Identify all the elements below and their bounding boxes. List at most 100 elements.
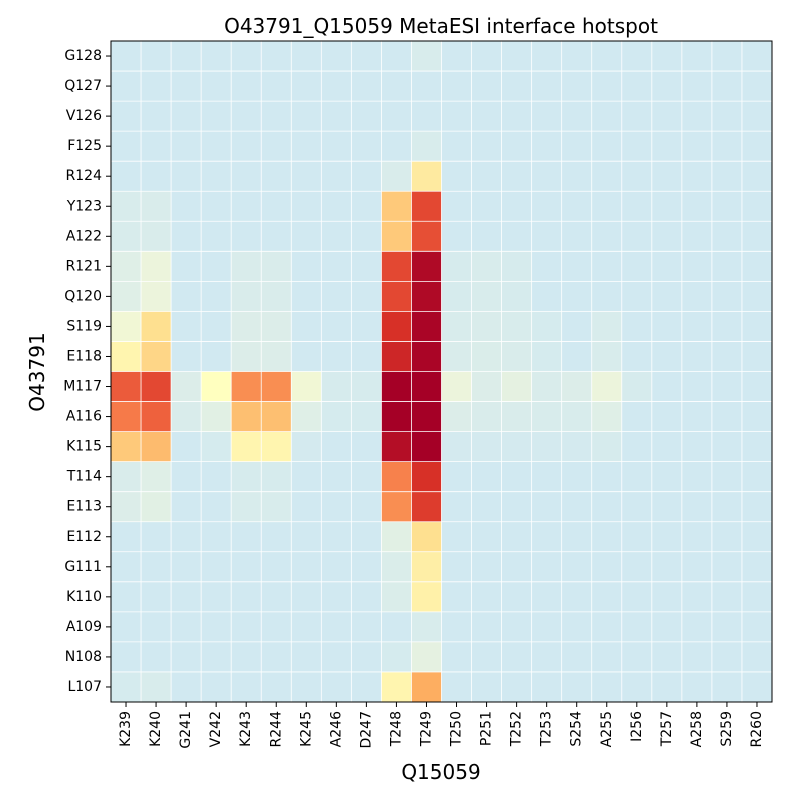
heatmap-cell-S119-A246 xyxy=(321,311,352,342)
heatmap-cell-Q127-A246 xyxy=(321,71,352,102)
heatmap-cell-M117-T249 xyxy=(411,371,442,402)
heatmap-cell-N108-I256 xyxy=(621,641,653,673)
heatmap-cell-R121-R260 xyxy=(741,251,773,282)
heatmap-cell-A116-T252 xyxy=(501,401,532,432)
heatmap-cell-Q127-T252 xyxy=(501,71,532,102)
heatmap-cell-M117-A258 xyxy=(681,371,713,402)
heatmap-cell-G111-K240 xyxy=(141,551,172,583)
heatmap-cell-A116-T249 xyxy=(411,401,442,432)
heatmap-cell-R121-A255 xyxy=(591,251,623,282)
heatmap-cell-T114-K240 xyxy=(141,461,172,492)
heatmap-cell-G111-A258 xyxy=(681,551,713,583)
heatmap-cell-K110-T253 xyxy=(531,581,562,613)
heatmap-cell-K115-R244 xyxy=(261,431,292,462)
heatmap-cell-Q127-S254 xyxy=(561,71,593,102)
heatmap-cell-G128-S254 xyxy=(561,41,593,72)
heatmap-cell-G128-K239 xyxy=(111,41,142,72)
heatmap-cell-F125-D247 xyxy=(351,131,382,162)
heatmap-cell-L107-G241 xyxy=(171,671,202,703)
heatmap-cell-N108-T250 xyxy=(441,641,472,673)
heatmap-cell-F125-T253 xyxy=(531,131,562,162)
heatmap-cell-E113-I256 xyxy=(621,491,653,523)
heatmap-cell-L107-A246 xyxy=(321,671,352,703)
heatmap-cell-V126-A258 xyxy=(681,101,713,132)
heatmap-cell-M117-K240 xyxy=(141,371,172,402)
heatmap-cell-A109-R260 xyxy=(741,611,773,643)
heatmap-cell-Q120-P251 xyxy=(471,281,502,312)
heatmap-cell-F125-A246 xyxy=(321,131,352,162)
y-tick-label: N108 xyxy=(65,649,102,665)
heatmap-cell-A122-K243 xyxy=(231,221,262,252)
heatmap-cell-R121-T250 xyxy=(441,251,472,282)
heatmap-cell-V126-T248 xyxy=(381,101,412,132)
x-tick-label: K243 xyxy=(238,711,254,747)
heatmap-cell-K110-I256 xyxy=(621,581,653,613)
heatmap-cell-A116-S254 xyxy=(561,401,593,432)
heatmap-cell-Q127-P251 xyxy=(471,71,502,102)
heatmap-cell-F125-T257 xyxy=(651,131,683,162)
y-tick-label: A122 xyxy=(66,228,102,244)
heatmap-cell-Y123-S259 xyxy=(711,191,743,222)
heatmap-cell-E113-R244 xyxy=(261,491,292,523)
heatmap-cell-R124-K239 xyxy=(111,161,142,192)
heatmap-cell-Q127-K245 xyxy=(291,71,322,102)
heatmap-cell-K110-R244 xyxy=(261,581,292,613)
heatmap-gridlines xyxy=(111,41,772,702)
heatmap-cell-A116-K245 xyxy=(291,401,322,432)
heatmap-cell-E113-T252 xyxy=(501,491,532,523)
heatmap-cell-R124-R244 xyxy=(261,161,292,192)
heatmap-cell-S119-T249 xyxy=(411,311,442,342)
heatmap-cell-E113-R260 xyxy=(741,491,773,523)
heatmap-cell-K115-I256 xyxy=(621,431,653,462)
heatmap-cell-E118-K245 xyxy=(291,341,322,372)
heatmap-cell-A122-K239 xyxy=(111,221,142,252)
y-tick-label: S119 xyxy=(66,318,102,334)
heatmap-cell-R121-G241 xyxy=(171,251,202,282)
y-tick-label: F125 xyxy=(67,138,102,154)
heatmap-cell-M117-T252 xyxy=(501,371,532,402)
heatmap-cell-S119-S259 xyxy=(711,311,743,342)
x-tick-label: T250 xyxy=(449,711,465,747)
heatmap-cell-E118-I256 xyxy=(621,341,653,372)
heatmap-cell-A109-K245 xyxy=(291,611,322,643)
heatmap-cell-A116-D247 xyxy=(351,401,382,432)
x-tick-label: I256 xyxy=(629,711,645,742)
heatmap-cell-K110-K239 xyxy=(111,581,142,613)
y-tick-label: V126 xyxy=(66,108,102,124)
heatmap-cell-E113-S254 xyxy=(561,491,593,523)
heatmap-cell-K110-V242 xyxy=(201,581,232,613)
x-tick-label: T252 xyxy=(509,711,525,747)
heatmap-cell-G111-T249 xyxy=(411,551,442,583)
heatmap-cell-E113-D247 xyxy=(351,491,382,523)
heatmap-cell-T114-T248 xyxy=(381,461,412,492)
heatmap-cell-M117-T248 xyxy=(381,371,412,402)
heatmap-cell-K115-S254 xyxy=(561,431,593,462)
heatmap-cell-T114-T249 xyxy=(411,461,442,492)
heatmap-cell-Y123-T250 xyxy=(441,191,472,222)
x-tick-label: K240 xyxy=(148,711,164,747)
heatmap-cell-M117-T257 xyxy=(651,371,683,402)
heatmap-cell-Y123-S254 xyxy=(561,191,593,222)
heatmap-cell-N108-T248 xyxy=(381,641,412,673)
heatmap-cell-F125-K239 xyxy=(111,131,142,162)
heatmap-cell-F125-P251 xyxy=(471,131,502,162)
heatmap-cell-R124-T249 xyxy=(411,161,442,192)
heatmap-cell-A109-S259 xyxy=(711,611,743,643)
heatmap-cell-R124-G241 xyxy=(171,161,202,192)
x-tick-label: T257 xyxy=(659,711,675,747)
heatmap-cell-A116-A258 xyxy=(681,401,713,432)
heatmap-cell-Y123-V242 xyxy=(201,191,232,222)
heatmap-cell-Q120-T253 xyxy=(531,281,562,312)
heatmap-cell-Q127-T257 xyxy=(651,71,683,102)
heatmap-cell-E112-T249 xyxy=(411,521,442,553)
heatmap-cell-V126-V242 xyxy=(201,101,232,132)
heatmap-cell-T114-T253 xyxy=(531,461,562,492)
heatmap-cell-A109-K240 xyxy=(141,611,172,643)
heatmap-cell-A122-T253 xyxy=(531,221,562,252)
heatmap-cell-M117-V242 xyxy=(201,371,232,402)
heatmap-cell-V126-A255 xyxy=(591,101,623,132)
heatmap-cell-E112-T250 xyxy=(441,521,472,553)
heatmap-cell-S119-S254 xyxy=(561,311,593,342)
heatmap-cell-E118-T249 xyxy=(411,341,442,372)
x-tick-label: R260 xyxy=(749,711,765,747)
